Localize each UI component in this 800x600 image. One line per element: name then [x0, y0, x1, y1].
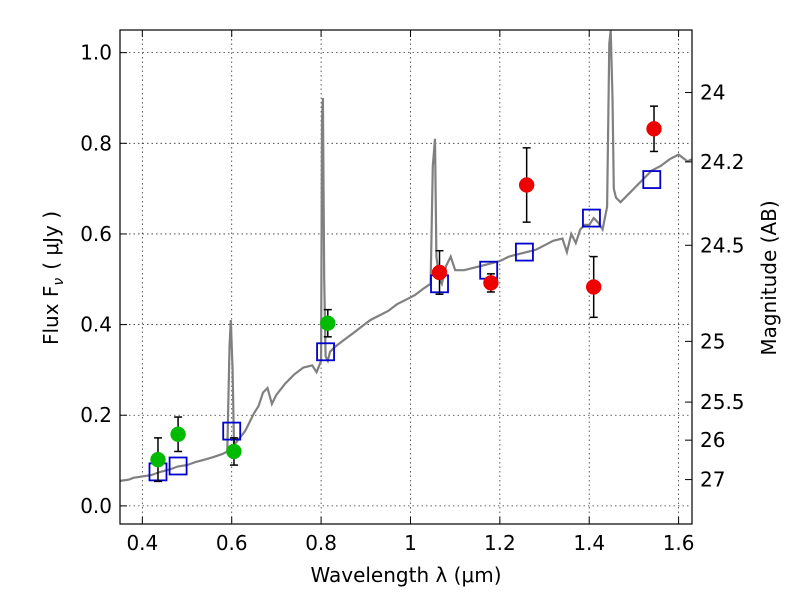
red-data-point: [431, 264, 448, 281]
y-tick-label: 0.8: [80, 131, 112, 155]
green-data-point: [320, 315, 336, 331]
y-tick-label: 0.2: [80, 403, 112, 427]
y-axis-label-subscript: ν: [51, 278, 67, 286]
model-square-marker: [642, 170, 662, 189]
model-square-marker: [582, 208, 601, 228]
right-tick-label: 27: [700, 468, 725, 492]
x-tick-label: 1.2: [484, 531, 516, 555]
model-square-marker: [316, 342, 335, 362]
green-data-point: [226, 443, 242, 460]
x-tick-label: 0.8: [305, 531, 337, 555]
y-axis-ticks: 0.0 0.2 0.4 0.6 0.8 1.0: [80, 41, 127, 518]
red-data-point: [518, 177, 535, 193]
y-tick-label: 1.0: [80, 41, 112, 65]
model-square-marker: [168, 456, 188, 476]
right-tick-label: 24.5: [700, 233, 745, 257]
right-axis-ticks: 24 24.2 24.5 25 25.5 26 27: [685, 81, 745, 492]
x-axis-label: Wavelength λ (μm): [310, 563, 501, 587]
right-tick-label: 24: [700, 81, 725, 105]
right-tick-label: 24.2: [700, 150, 745, 174]
x-tick-label: 1.4: [573, 531, 605, 555]
right-axis-label: Magnitude (AB): [757, 200, 781, 355]
y-axis-label-unit: ( μJy ): [39, 211, 63, 270]
x-tick-label: 1: [404, 531, 417, 555]
model-square-marker: [515, 242, 534, 262]
y-tick-label: 0.4: [80, 313, 112, 337]
spectrum-line: [120, 30, 692, 482]
green-data-point: [170, 426, 186, 443]
right-tick-label: 25: [700, 329, 725, 353]
x-tick-label: 1.6: [663, 531, 695, 555]
series-layer: [120, 30, 692, 483]
x-axis-ticks: 0.4 0.6 0.8 1 1.2 1.4 1.6: [126, 30, 695, 555]
model-square-marker: [222, 421, 242, 441]
red-data-point: [483, 275, 499, 291]
right-tick-label: 26: [700, 428, 725, 452]
y-axis-label-main: Flux F: [39, 286, 63, 345]
x-tick-label: 0.4: [126, 531, 158, 555]
right-tick-label: 25.5: [700, 390, 745, 414]
green-data-point: [150, 451, 166, 468]
plot-frame: [119, 29, 693, 525]
red-data-point: [646, 121, 662, 137]
y-axis-label: Flux Fν ( μJy ): [39, 211, 67, 345]
y-tick-label: 0.6: [80, 222, 112, 246]
x-tick-label: 0.6: [216, 531, 248, 555]
y-tick-label: 0.0: [80, 494, 112, 518]
red-data-point: [585, 279, 602, 295]
grid: [120, 30, 692, 524]
